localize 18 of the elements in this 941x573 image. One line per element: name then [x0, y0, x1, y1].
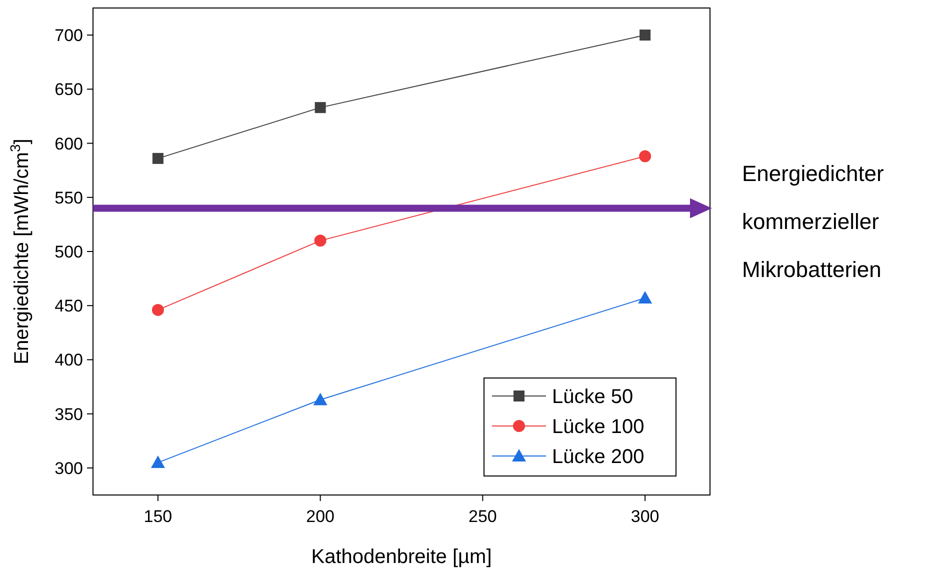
x-tick-label: 150	[144, 507, 172, 526]
y-tick-label: 300	[54, 458, 83, 478]
x-tick-label: 250	[468, 507, 497, 526]
y-tick-label: 350	[54, 404, 83, 424]
y-tick-label: 700	[54, 26, 83, 46]
ref-line-label: Energiedichter kommerzieller Mikrobatterien	[742, 161, 884, 282]
legend-label: Lücke 200	[552, 446, 644, 468]
legend-label: Lücke 100	[552, 416, 644, 438]
y-tick-label: 550	[54, 188, 83, 208]
x-tick-label: 300	[630, 507, 660, 526]
x-tick-label: 200	[306, 507, 335, 526]
y-tick-label: 500	[54, 242, 83, 262]
y-tick-label: 450	[54, 296, 83, 316]
y-tick-label: 600	[54, 134, 83, 154]
x-axis-title: Kathodenbreite [µm]	[311, 546, 492, 568]
y-tick-label: 400	[54, 350, 83, 370]
legend-label: Lücke 50	[552, 386, 634, 408]
y-tick-label: 650	[54, 80, 83, 100]
